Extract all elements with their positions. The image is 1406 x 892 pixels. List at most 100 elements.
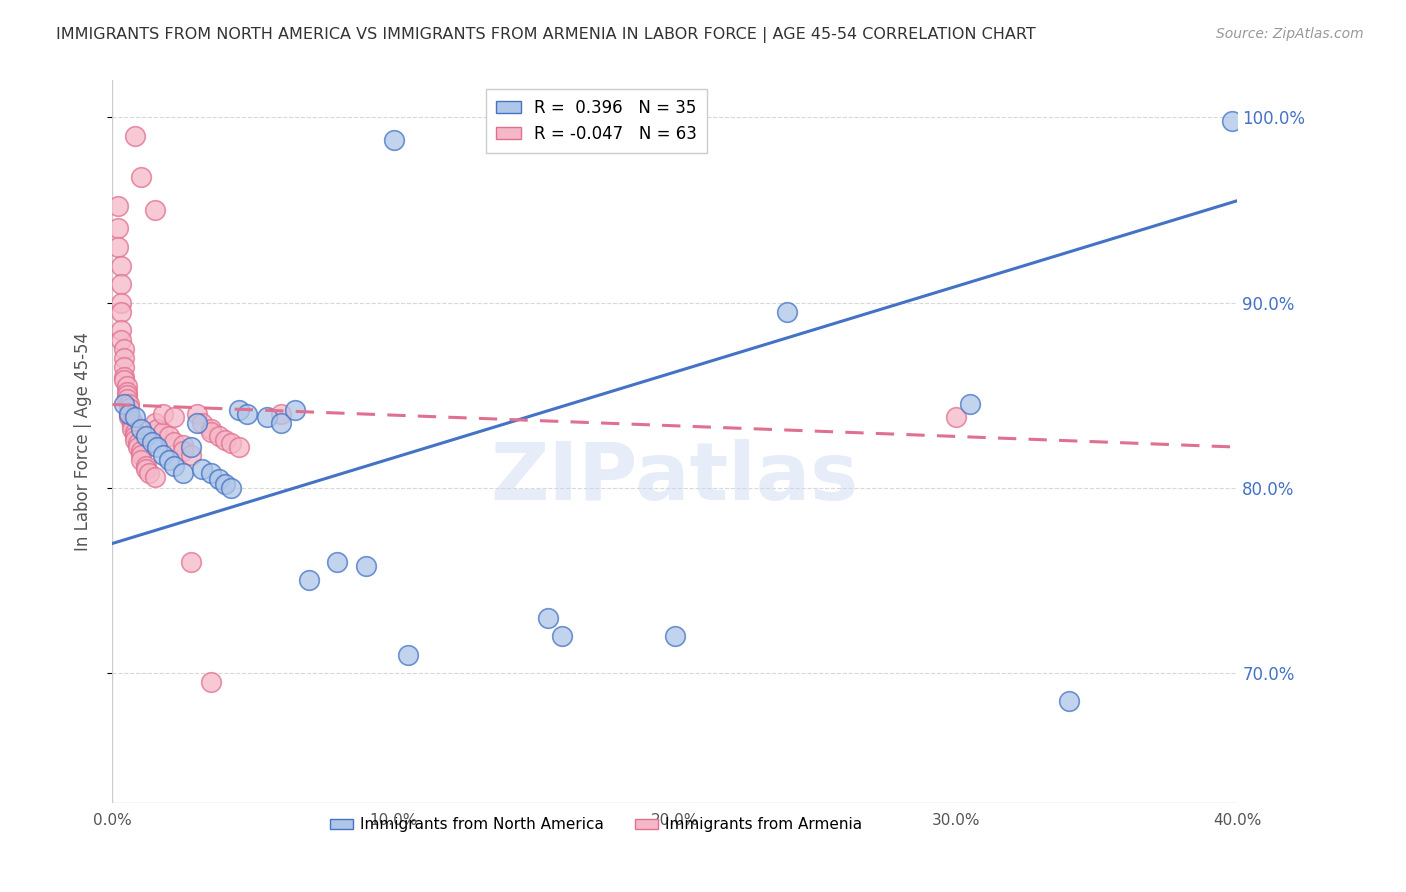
- Point: [127, 440, 149, 454]
- Point: [118, 407, 141, 421]
- Point: [180, 440, 202, 454]
- Point: [115, 388, 138, 402]
- Point: [135, 458, 157, 473]
- Point: [284, 403, 307, 417]
- Point: [326, 555, 349, 569]
- Point: [112, 351, 135, 366]
- Point: [219, 436, 242, 450]
- Point: [172, 466, 194, 480]
- Point: [191, 416, 214, 430]
- Point: [208, 429, 231, 443]
- Point: [118, 407, 141, 421]
- Point: [163, 458, 186, 473]
- Point: [180, 448, 202, 462]
- Point: [121, 417, 143, 432]
- Point: [270, 407, 292, 421]
- Point: [118, 401, 141, 416]
- Point: [110, 323, 132, 337]
- Point: [143, 469, 166, 483]
- Point: [1220, 114, 1243, 128]
- Point: [112, 369, 135, 384]
- Point: [186, 416, 208, 430]
- Point: [228, 403, 250, 417]
- Point: [135, 462, 157, 476]
- Point: [551, 629, 574, 643]
- Point: [157, 453, 180, 467]
- Point: [396, 648, 419, 662]
- Point: [186, 407, 208, 421]
- Point: [959, 397, 981, 411]
- Point: [945, 410, 967, 425]
- Point: [152, 407, 174, 421]
- Point: [354, 558, 377, 573]
- Point: [110, 333, 132, 347]
- Point: [110, 277, 132, 291]
- Point: [110, 295, 132, 310]
- Point: [112, 360, 135, 375]
- Point: [129, 448, 152, 462]
- Point: [664, 629, 686, 643]
- Point: [256, 410, 278, 425]
- Text: IMMIGRANTS FROM NORTH AMERICA VS IMMIGRANTS FROM ARMENIA IN LABOR FORCE | AGE 45: IMMIGRANTS FROM NORTH AMERICA VS IMMIGRA…: [56, 27, 1036, 43]
- Point: [537, 610, 560, 624]
- Point: [157, 429, 180, 443]
- Point: [236, 407, 259, 421]
- Point: [200, 466, 222, 480]
- Point: [208, 472, 231, 486]
- Point: [172, 443, 194, 458]
- Point: [146, 440, 169, 454]
- Point: [115, 384, 138, 399]
- Point: [219, 481, 242, 495]
- Point: [143, 416, 166, 430]
- Point: [298, 574, 321, 588]
- Point: [143, 202, 166, 217]
- Point: [127, 436, 149, 450]
- Point: [163, 410, 186, 425]
- Point: [200, 675, 222, 690]
- Point: [107, 240, 129, 254]
- Point: [228, 440, 250, 454]
- Point: [382, 132, 405, 146]
- Point: [163, 434, 186, 449]
- Point: [124, 410, 146, 425]
- Point: [124, 429, 146, 443]
- Point: [146, 421, 169, 435]
- Point: [124, 128, 146, 143]
- Point: [152, 448, 174, 462]
- Point: [107, 221, 129, 235]
- Point: [776, 305, 799, 319]
- Legend: Immigrants from North America, Immigrants from Armenia: Immigrants from North America, Immigrant…: [323, 812, 869, 838]
- Point: [138, 466, 160, 480]
- Point: [110, 305, 132, 319]
- Y-axis label: In Labor Force | Age 45-54: In Labor Force | Age 45-54: [73, 332, 91, 551]
- Point: [200, 421, 222, 435]
- Point: [124, 433, 146, 447]
- Point: [110, 259, 132, 273]
- Point: [118, 397, 141, 411]
- Text: Source: ZipAtlas.com: Source: ZipAtlas.com: [1216, 27, 1364, 41]
- Point: [124, 425, 146, 440]
- Point: [118, 410, 141, 425]
- Point: [141, 434, 163, 449]
- Point: [112, 342, 135, 356]
- Point: [152, 425, 174, 440]
- Point: [172, 438, 194, 452]
- Point: [129, 421, 152, 435]
- Point: [129, 453, 152, 467]
- Point: [129, 169, 152, 184]
- Point: [107, 199, 129, 213]
- Point: [1057, 694, 1080, 708]
- Point: [180, 555, 202, 569]
- Point: [112, 397, 135, 411]
- Point: [191, 462, 214, 476]
- Point: [121, 414, 143, 428]
- Point: [214, 477, 236, 491]
- Point: [115, 392, 138, 406]
- Point: [115, 379, 138, 393]
- Point: [129, 443, 152, 458]
- Point: [121, 421, 143, 435]
- Point: [214, 433, 236, 447]
- Point: [270, 416, 292, 430]
- Point: [112, 373, 135, 387]
- Text: ZIPatlas: ZIPatlas: [491, 439, 859, 516]
